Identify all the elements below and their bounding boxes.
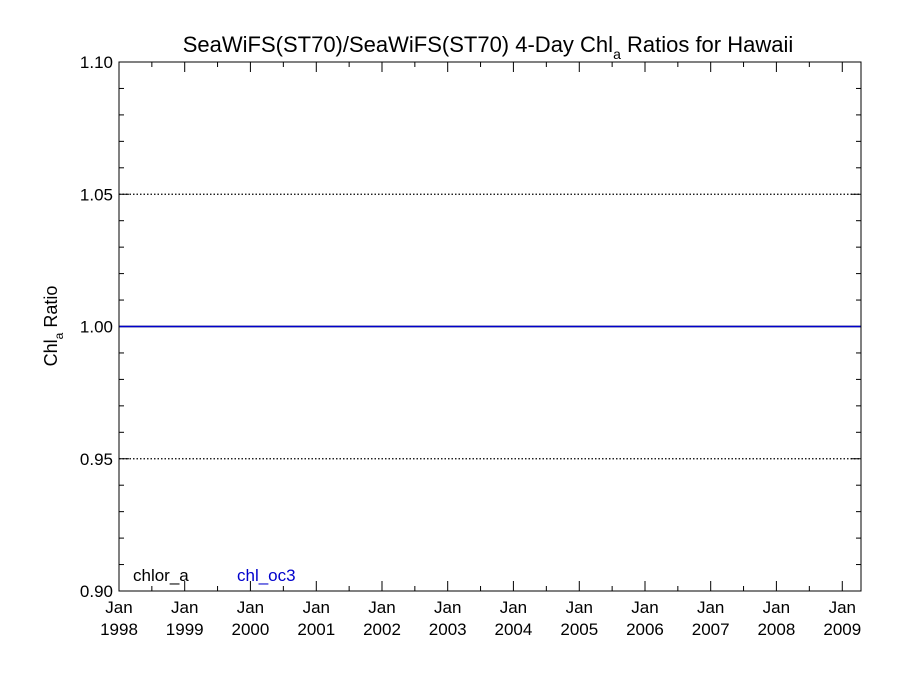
y-axis-label-rest: Ratio [41,286,61,333]
x-tick-label-month: Jan [303,598,330,617]
x-tick-label-year: 2009 [823,620,861,639]
x-tick-label-month: Jan [105,598,132,617]
chart-title-main: SeaWiFS(ST70)/SeaWiFS(ST70) 4-Day Chl [183,32,613,57]
x-tick-label-year: 2001 [297,620,335,639]
x-tick-label-year: 2006 [626,620,664,639]
x-tick-label-year: 2008 [757,620,795,639]
y-tick-labels: 0.90 0.95 1.00 1.05 1.10 [80,53,113,601]
y-tick-label: 0.90 [80,582,113,601]
y-axis-label-subscript: a [52,332,66,339]
x-tick-label-month: Jan [434,598,461,617]
y-axis-label-main: Chl [41,339,61,366]
x-tick-label-year: 2005 [560,620,598,639]
legend-label-chl-oc3: chl_oc3 [237,566,296,585]
x-tick-label-year: 2003 [429,620,467,639]
y-tick-label: 1.10 [80,53,113,72]
y-tick-label: 1.05 [80,185,113,204]
x-tick-label-month: Jan [368,598,395,617]
x-tick-label-month: Jan [171,598,198,617]
chart-title-rest: Ratios for Hawaii [621,32,793,57]
y-tick-label: 0.95 [80,450,113,469]
grid-lines [119,193,861,460]
y-axis-label: Chla Ratio [41,286,66,367]
chart-title-subscript: a [613,46,621,62]
x-tick-label-month: Jan [829,598,856,617]
x-tick-labels: Jan 1998 Jan 1999 Jan 2000 Jan 2001 Jan 2002 Jan 20… [100,598,861,639]
x-tick-label-year: 1998 [100,620,138,639]
plot-frame [118,61,862,592]
x-tick-label-month: Jan [697,598,724,617]
legend: chlor_a chl_oc3 [133,566,296,585]
y-tick-label: 1.00 [80,318,113,337]
chart-title: SeaWiFS(ST70)/SeaWiFS(ST70) 4-Day Chla R… [183,32,794,62]
x-tick-label-month: Jan [237,598,264,617]
x-tick-label-year: 2002 [363,620,401,639]
legend-label-chlor-a: chlor_a [133,566,189,585]
x-tick-label-year: 2004 [494,620,532,639]
x-tick-label-year: 1999 [166,620,204,639]
x-tick-label-month: Jan [763,598,790,617]
x-tick-label-month: Jan [566,598,593,617]
x-tick-label-month: Jan [631,598,658,617]
x-tick-label-year: 2007 [692,620,730,639]
x-tick-label-year: 2000 [231,620,269,639]
x-tick-label-month: Jan [500,598,527,617]
